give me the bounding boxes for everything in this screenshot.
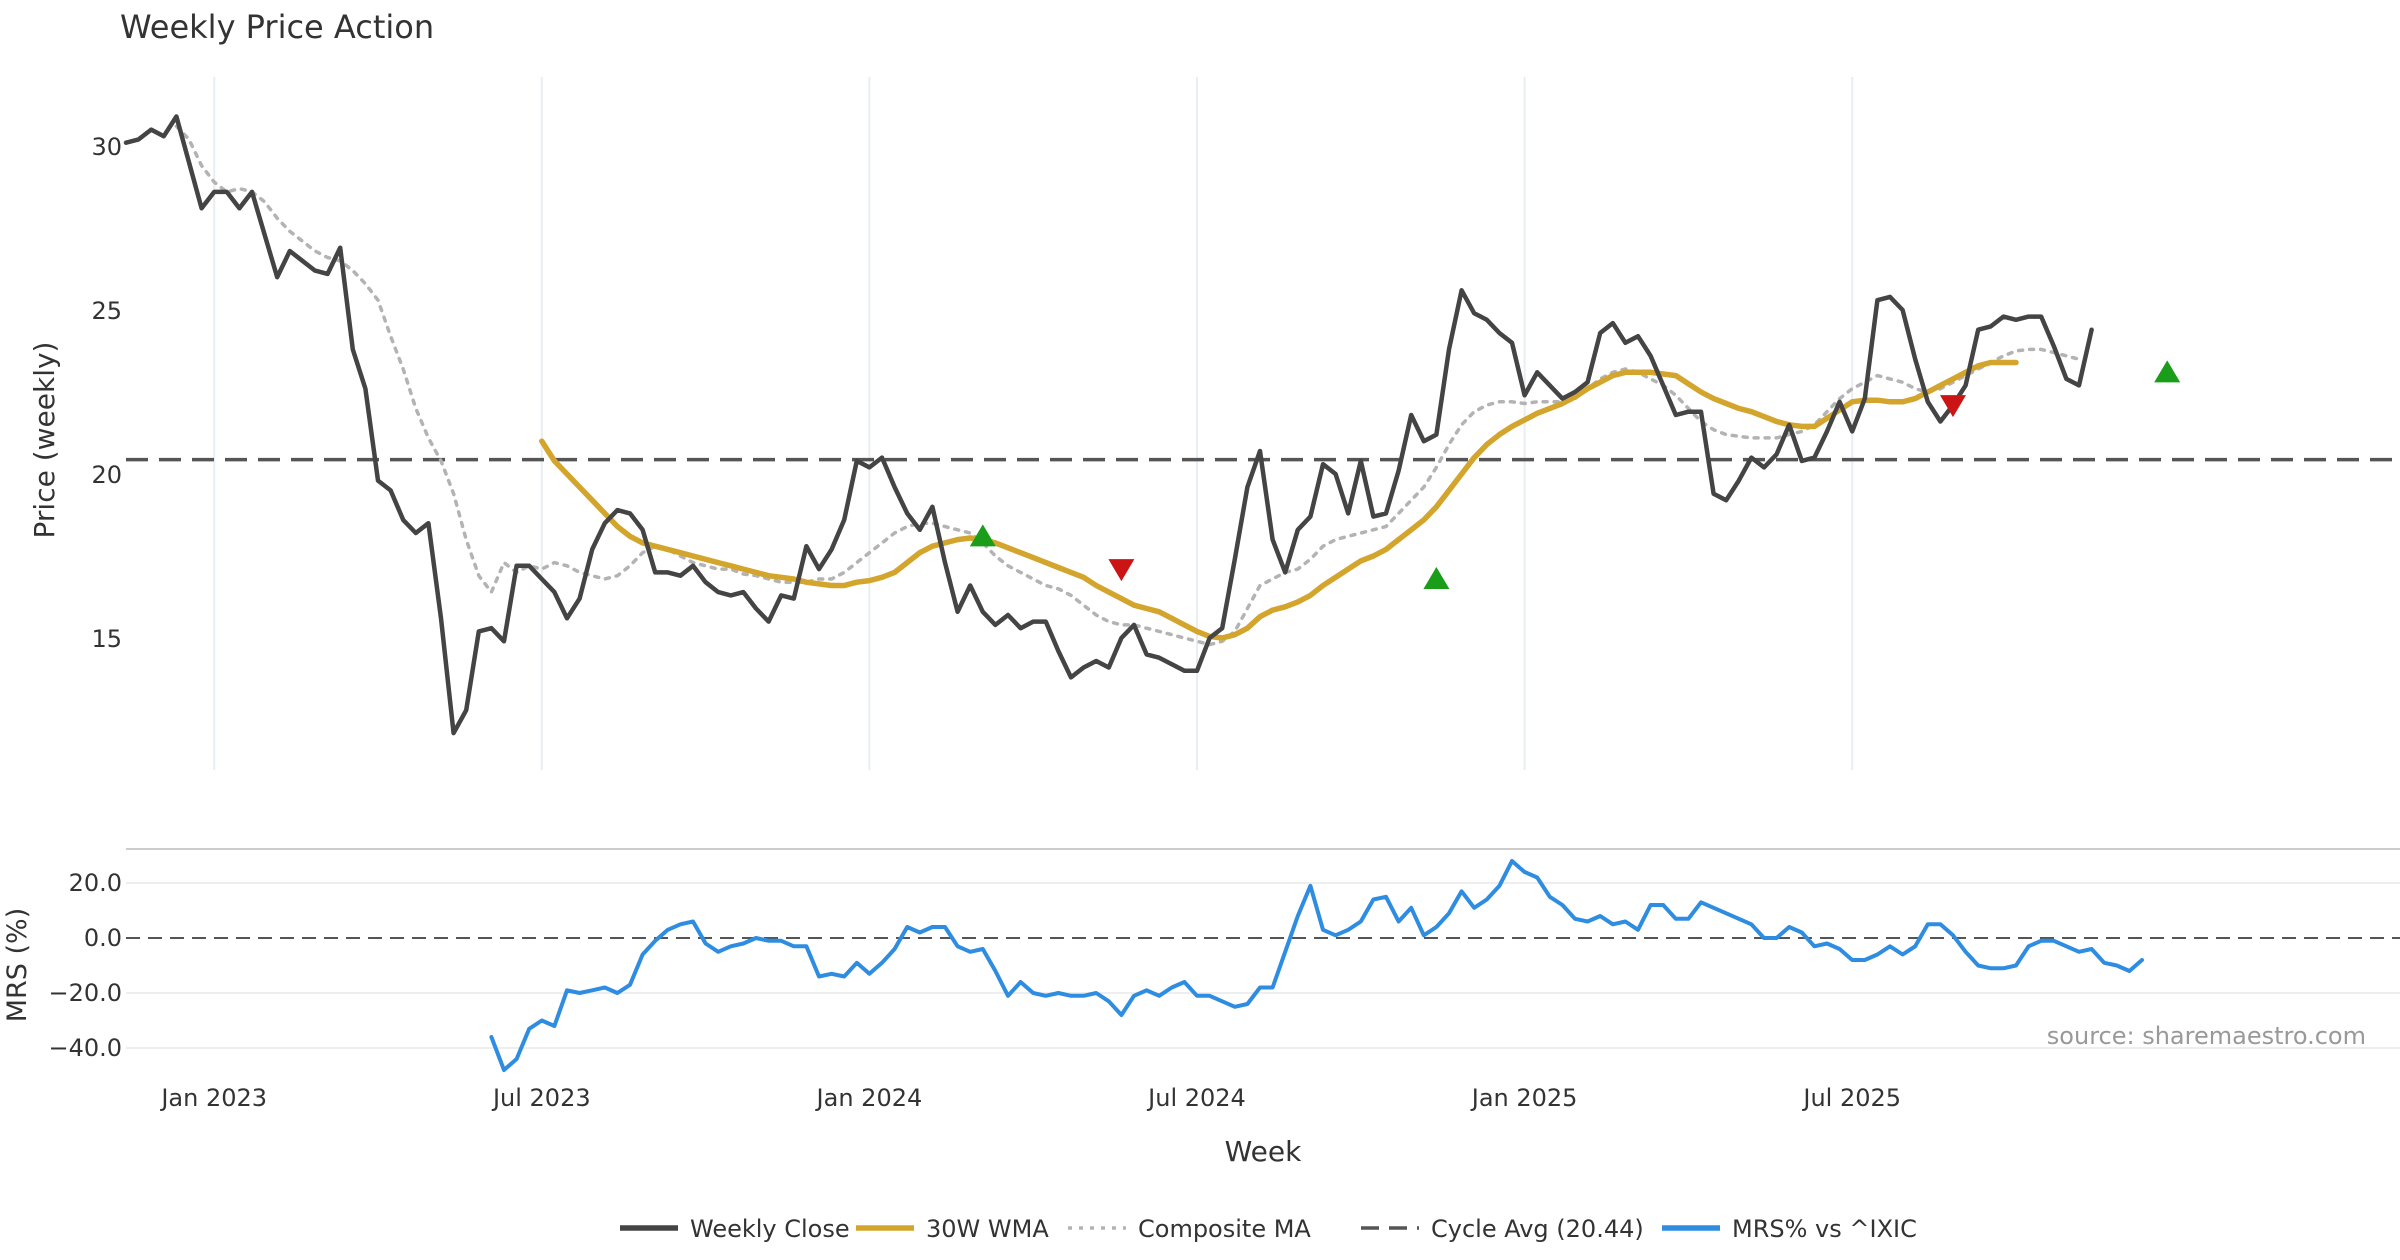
legend-label: Cycle Avg (20.44)	[1431, 1215, 1644, 1243]
price-y-axis-label: Price (weekly)	[28, 342, 61, 539]
price-ytick-label: 20	[91, 461, 122, 489]
legend-label: Composite MA	[1138, 1215, 1311, 1243]
composite-ma-line	[174, 124, 2081, 647]
x-tick-label: Jul 2024	[1146, 1084, 1246, 1112]
legend-label: 30W WMA	[926, 1215, 1049, 1243]
signal-markers	[969, 360, 2181, 589]
x-tick-label: Jul 2023	[491, 1084, 591, 1112]
buy-signal-marker	[969, 524, 996, 547]
mrs-ytick-label: 0.0	[84, 924, 122, 952]
mrs-ytick-label: 20.0	[69, 869, 122, 897]
mrs-series-group	[489, 859, 2144, 1072]
buy-signal-marker	[1423, 566, 1450, 589]
price-ytick-label: 15	[91, 625, 122, 653]
mrs-y-axis-label: MRS (%)	[2, 908, 33, 1023]
chart-title: Weekly Price Action	[120, 8, 434, 46]
price-ytick-label: 30	[91, 133, 122, 161]
mrs-grid	[126, 882, 2400, 1049]
x-tick-label: Jul 2025	[1801, 1084, 1901, 1112]
price-ytick-label: 25	[91, 297, 122, 325]
price-y-ticks: 15 20 25 30	[91, 133, 122, 653]
source-credit: source: sharemaestro.com	[2047, 1022, 2366, 1050]
x-tick-label: Jan 2025	[1470, 1084, 1578, 1112]
x-ticks: Jan 2023 Jul 2023 Jan 2024 Jul 2024 Jan 2025…	[159, 1084, 1901, 1112]
x-tick-label: Jan 2023	[159, 1084, 267, 1112]
legend-label: MRS% vs ^IXIC	[1732, 1215, 1917, 1243]
price-grid	[213, 77, 1854, 770]
weekly-close-line	[123, 114, 2094, 736]
mrs-ytick-label: −40.0	[48, 1034, 122, 1062]
x-axis-label: Week	[1225, 1135, 1302, 1168]
buy-signal-marker	[2154, 360, 2181, 383]
mrs-line	[489, 859, 2144, 1072]
legend: Weekly Close 30W WMA Composite MA Cycle Avg…	[620, 1215, 1917, 1243]
x-tick-label: Jan 2024	[815, 1084, 923, 1112]
mrs-ytick-label: −20.0	[48, 979, 122, 1007]
legend-label: Weekly Close	[690, 1215, 850, 1243]
price-series-group	[123, 114, 2094, 736]
sell-signal-marker	[1940, 395, 1966, 418]
wma-30w-line	[539, 359, 2019, 641]
sell-signal-marker	[1108, 559, 1135, 582]
mrs-y-ticks: 20.0 0.0 −20.0 −40.0	[48, 869, 122, 1062]
